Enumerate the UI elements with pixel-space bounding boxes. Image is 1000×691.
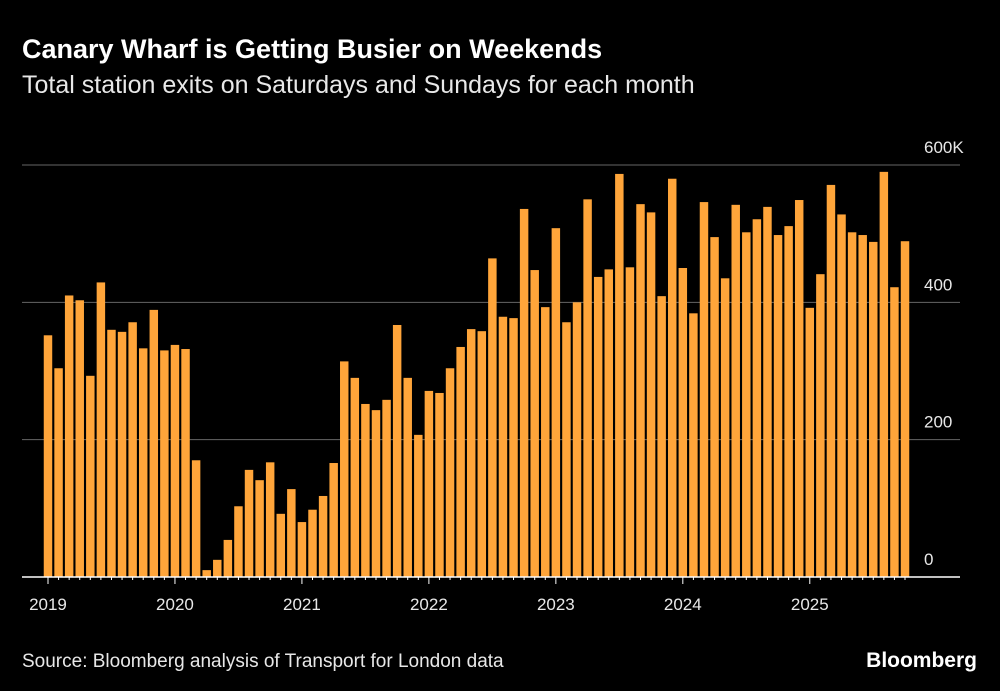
bar (805, 307, 815, 577)
bar (64, 295, 74, 577)
bar (604, 269, 613, 577)
bar (826, 184, 836, 577)
bar (837, 214, 846, 577)
bar (276, 513, 285, 577)
bar (636, 204, 645, 577)
bar (858, 235, 867, 578)
bar (128, 322, 137, 577)
bar (477, 331, 487, 577)
bar (445, 368, 455, 577)
bar (879, 171, 889, 577)
bar (202, 570, 211, 577)
chart-title: Canary Wharf is Getting Busier on Weeken… (22, 34, 602, 64)
y-tick-label: 200 (924, 413, 952, 432)
bar (593, 276, 603, 577)
x-tick-label: 2022 (410, 595, 448, 614)
bar (223, 539, 233, 577)
bar (244, 469, 254, 577)
bar (265, 462, 275, 577)
bar (615, 173, 624, 577)
bar (160, 350, 169, 577)
x-tick-label: 2020 (156, 595, 194, 614)
bar (424, 390, 434, 577)
bar (625, 267, 635, 577)
bar (816, 274, 825, 577)
bar (287, 489, 296, 577)
bar (541, 307, 550, 577)
bar (657, 296, 666, 577)
bar (519, 208, 529, 578)
y-tick-label: 600K (924, 138, 964, 157)
bar (213, 559, 222, 577)
bar (435, 392, 444, 577)
bar (488, 258, 497, 577)
x-tick-label: 2024 (664, 595, 702, 614)
bar (96, 282, 106, 577)
bar (752, 219, 762, 577)
bar (763, 206, 772, 578)
bar (149, 309, 159, 577)
x-tick-label: 2025 (791, 595, 829, 614)
bar (329, 463, 338, 577)
y-tick-label: 400 (924, 275, 952, 294)
chart-subtitle: Total station exits on Saturdays and Sun… (22, 71, 695, 99)
bar (466, 329, 476, 577)
bar (509, 318, 518, 577)
bar (170, 344, 180, 577)
bar (869, 241, 878, 577)
bar (181, 349, 190, 577)
bar (117, 331, 127, 577)
x-tick-label: 2019 (29, 595, 67, 614)
bar (646, 212, 656, 577)
y-tick-label: 0 (924, 550, 933, 569)
bar (191, 460, 201, 577)
bar (361, 403, 370, 577)
bar (731, 204, 740, 577)
bar (371, 410, 381, 577)
bar (403, 377, 412, 577)
bar (75, 300, 84, 577)
bar (900, 241, 910, 577)
bar (318, 495, 328, 577)
bar (572, 302, 582, 577)
bar (689, 313, 698, 577)
bar (720, 278, 730, 577)
bar (551, 228, 561, 577)
bar (308, 509, 317, 577)
bar (530, 270, 539, 577)
source: Source: Bloomberg analysis of Transport … (22, 651, 504, 672)
x-tick-label: 2021 (283, 595, 321, 614)
bar (710, 237, 719, 577)
bar (54, 368, 63, 577)
bar (678, 268, 688, 577)
bar (583, 199, 592, 578)
bar (794, 200, 804, 577)
bar (699, 202, 709, 577)
bar (414, 434, 423, 577)
bar (138, 348, 148, 577)
bar (43, 335, 53, 577)
x-tick-label: 2023 (537, 595, 575, 614)
bar (742, 232, 751, 577)
bar (498, 316, 508, 577)
bar (86, 375, 95, 577)
bar (234, 506, 243, 577)
bar (255, 480, 264, 577)
bar (784, 226, 793, 577)
bar (340, 361, 349, 577)
bar (847, 232, 857, 577)
bar (392, 324, 402, 577)
bar (350, 377, 360, 577)
bar (107, 329, 116, 577)
bar (562, 322, 571, 577)
bar (456, 346, 465, 577)
bar (668, 178, 677, 577)
bar (382, 399, 391, 577)
brand: Bloomberg (866, 649, 977, 672)
bar (773, 235, 783, 578)
bar (297, 522, 307, 577)
bar (890, 287, 899, 577)
